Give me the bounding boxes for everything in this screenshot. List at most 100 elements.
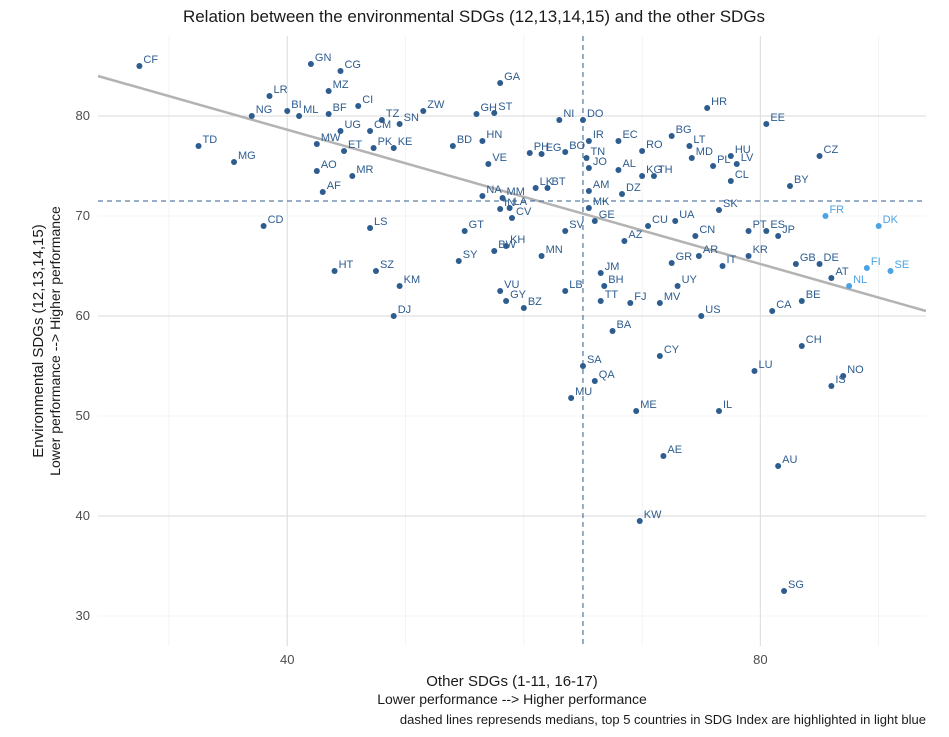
data-point: [326, 111, 332, 117]
data-point-label: AM: [593, 179, 610, 191]
data-point: [539, 253, 545, 259]
data-point: [371, 145, 377, 151]
data-point: [876, 223, 882, 229]
data-point-label: IS: [835, 374, 845, 386]
data-point-label: PK: [378, 136, 393, 148]
data-point-label: CN: [699, 224, 715, 236]
data-point: [669, 133, 675, 139]
data-point-label: TZ: [386, 108, 400, 120]
data-point: [822, 213, 828, 219]
data-point-label: CA: [776, 299, 792, 311]
data-point-label: HT: [339, 259, 354, 271]
data-point-label: BO: [569, 140, 585, 152]
data-point-label: GT: [469, 219, 485, 231]
data-point-label: CY: [664, 344, 680, 356]
data-point-label: BZ: [528, 296, 542, 308]
data-point: [367, 128, 373, 134]
data-point-label: LU: [758, 359, 772, 371]
data-point-label: SK: [723, 198, 738, 210]
data-point-label: MZ: [333, 79, 349, 91]
data-point-label: MK: [593, 196, 610, 208]
y-tick-label: 60: [76, 308, 90, 323]
data-point-label: DJ: [398, 304, 411, 316]
data-point-label: EC: [622, 129, 637, 141]
data-point-label: TT: [605, 289, 619, 301]
data-point: [308, 61, 314, 67]
data-point: [355, 103, 361, 109]
x-axis-title: Other SDGs (1-11, 16-17): [426, 673, 597, 690]
plot-area: CFTDMGNGLRCDBIMLGNMWAOAFBFMZCGUGETHTMRCI…: [76, 36, 926, 667]
data-point-label: FR: [829, 204, 844, 216]
data-point-label: CZ: [824, 144, 839, 156]
data-point: [474, 111, 480, 117]
data-point-label: ME: [640, 399, 657, 411]
data-point: [485, 161, 491, 167]
data-point: [584, 155, 590, 161]
data-point: [373, 268, 379, 274]
data-point: [716, 408, 722, 414]
data-point-label: US: [705, 304, 720, 316]
data-point: [720, 263, 726, 269]
data-point: [544, 185, 550, 191]
data-point-label: MU: [575, 386, 592, 398]
data-point: [769, 308, 775, 314]
data-point: [332, 268, 338, 274]
data-point-label: ZW: [427, 99, 445, 111]
scatter-chart: CFTDMGNGLRCDBIMLGNMWAOAFBFMZCGUGETHTMRCI…: [0, 0, 949, 737]
data-point: [787, 183, 793, 189]
data-point-label: CD: [268, 214, 284, 226]
data-point: [491, 248, 497, 254]
data-point: [598, 298, 604, 304]
data-point-label: BT: [551, 176, 565, 188]
data-point: [326, 88, 332, 94]
data-point: [296, 113, 302, 119]
chart-caption: dashed lines represends medians, top 5 c…: [400, 712, 926, 727]
data-point-label: QA: [599, 369, 616, 381]
data-point: [527, 150, 533, 156]
data-point: [645, 223, 651, 229]
data-point-label: KR: [753, 244, 768, 256]
data-point: [592, 378, 598, 384]
data-point: [503, 243, 509, 249]
data-point: [716, 207, 722, 213]
y-axis-title: Environmental SDGs (12,13,14,15): [30, 224, 47, 457]
data-point-label: RO: [646, 139, 663, 151]
data-point: [586, 188, 592, 194]
data-point-label: BI: [291, 99, 301, 111]
data-point: [533, 185, 539, 191]
data-point-label: NG: [256, 104, 273, 116]
data-point-label: GE: [599, 209, 615, 221]
data-point: [728, 178, 734, 184]
data-point-label: BH: [608, 274, 623, 286]
data-point-label: SZ: [380, 259, 394, 271]
data-point: [775, 233, 781, 239]
data-point: [751, 368, 757, 374]
data-point: [639, 148, 645, 154]
data-point: [657, 353, 663, 359]
data-point: [491, 110, 497, 116]
data-point: [615, 138, 621, 144]
data-point-label: AR: [703, 244, 718, 256]
data-point-label: BE: [806, 289, 821, 301]
data-point: [828, 275, 834, 281]
data-point: [828, 383, 834, 389]
data-point-label: DO: [587, 108, 604, 120]
data-point: [314, 141, 320, 147]
data-point-label: ET: [348, 139, 362, 151]
data-point-label: GY: [510, 289, 527, 301]
data-point-label: DE: [824, 252, 839, 264]
y-tick-label: 70: [76, 208, 90, 223]
data-point-label: CF: [143, 54, 158, 66]
data-point: [686, 143, 692, 149]
data-point-label: LR: [274, 84, 288, 96]
data-point: [610, 328, 616, 334]
data-point-label: ST: [498, 101, 512, 113]
data-point: [456, 258, 462, 264]
data-point-label: AT: [835, 266, 849, 278]
data-point-label: KE: [398, 136, 413, 148]
data-point: [888, 268, 894, 274]
data-point-label: FJ: [634, 291, 646, 303]
data-point: [509, 215, 515, 221]
data-point-label: CI: [362, 94, 373, 106]
data-point: [503, 298, 509, 304]
